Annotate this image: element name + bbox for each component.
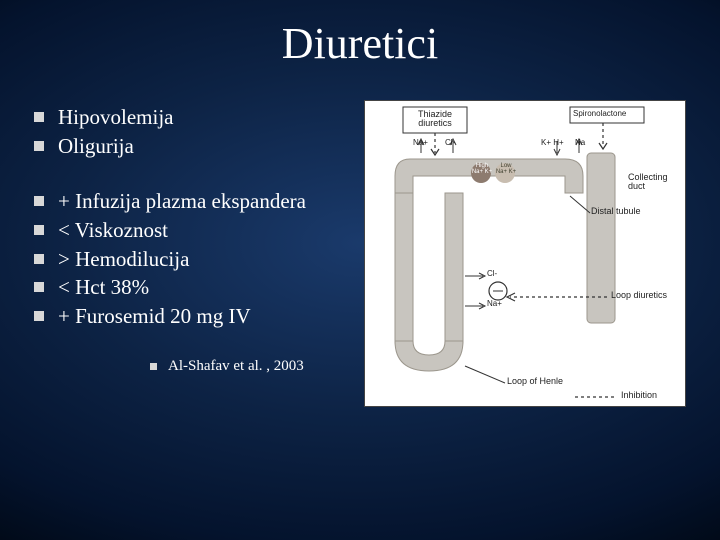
bullet-text: > Hemodilucija xyxy=(58,247,189,271)
bullet-list: Hipovolemija Oligurija + Infuzija plazma… xyxy=(30,104,360,330)
bullet-text: + Infuzija plazma ekspandera xyxy=(58,189,306,213)
content-area: Hipovolemija Oligurija + Infuzija plazma… xyxy=(30,100,690,520)
na-plus-loop-label: Na+ xyxy=(487,300,502,308)
bullet-icon xyxy=(34,282,44,292)
nephron-diagram: Thiazide diuretics Spironolactone Na+ Cl… xyxy=(364,100,686,407)
diagram-column: Thiazide diuretics Spironolactone Na+ Cl… xyxy=(360,100,690,520)
loop-diuretics-label: Loop diuretics xyxy=(611,291,667,300)
collecting-duct-label: Collecting duct xyxy=(628,173,678,192)
list-item: + Infuzija plazma ekspandera xyxy=(30,188,360,215)
loop-henle-label: Loop of Henle xyxy=(507,377,563,386)
list-item: Hipovolemija xyxy=(30,104,360,131)
list-item: Oligurija xyxy=(30,133,360,160)
slide: Diuretici Hipovolemija Oligurija + Infuz… xyxy=(0,0,720,540)
bullet-icon xyxy=(34,311,44,321)
bullet-text: + Furosemid 20 mg IV xyxy=(58,304,251,328)
bullet-icon xyxy=(34,196,44,206)
cl-minus-loop-label: Cl- xyxy=(487,270,497,278)
bullet-icon xyxy=(34,141,44,151)
k-h-label: K+ H+ xyxy=(541,139,564,147)
list-item: + Furosemid 20 mg IV xyxy=(30,303,360,330)
cl-minus-label: Cl- xyxy=(445,139,455,147)
bullet-icon xyxy=(34,225,44,235)
list-item: < Viskoznost xyxy=(30,217,360,244)
bullet-text: < Hct 38% xyxy=(58,275,149,299)
bullet-text: Hipovolemija xyxy=(58,105,173,129)
inhibition-label: Inhibition xyxy=(621,391,657,400)
na-plus-label: Na+ xyxy=(413,139,428,147)
high-label: High Na+ K+ xyxy=(471,163,493,176)
bullet-column: Hipovolemija Oligurija + Infuzija plazma… xyxy=(30,100,360,520)
thiazide-label: Thiazide diuretics xyxy=(407,110,463,129)
distal-tubule-label: Distal tubule xyxy=(591,207,641,216)
bullet-text: < Viskoznost xyxy=(58,218,168,242)
list-item: < Hct 38% xyxy=(30,274,360,301)
low-label: Low Na+ K+ xyxy=(495,163,517,176)
citation: Al-Shafav et al. , 2003 xyxy=(150,358,360,375)
bullet-icon xyxy=(34,254,44,264)
list-item: > Hemodilucija xyxy=(30,246,360,273)
na-label: Na xyxy=(575,139,585,147)
citation-text: Al-Shafav et al. , 2003 xyxy=(168,358,304,374)
bullet-icon xyxy=(150,363,157,370)
spironolactone-label: Spironolactone xyxy=(573,110,626,118)
slide-title: Diuretici xyxy=(0,18,720,69)
bullet-text: Oligurija xyxy=(58,134,134,158)
bullet-icon xyxy=(34,112,44,122)
